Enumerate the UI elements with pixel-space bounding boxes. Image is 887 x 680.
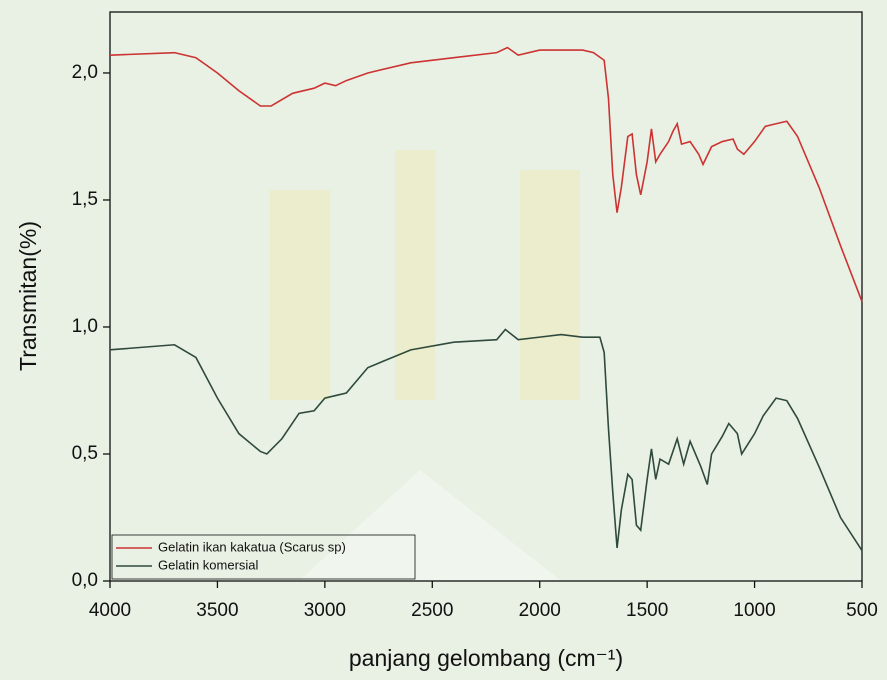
y-tick-label: 2,0: [72, 62, 98, 83]
series-line: [110, 48, 862, 302]
x-tick-label: 2500: [411, 600, 453, 621]
chart: panjang gelombang (cm⁻¹) Transmitan(%) 0…: [0, 0, 887, 680]
legend-label: Gelatin komersial: [158, 557, 259, 572]
x-tick-label: 500: [846, 600, 878, 621]
y-tick-label: 1,5: [72, 189, 98, 210]
plot-frame: [110, 12, 862, 581]
watermark: [270, 150, 580, 580]
series-line: [110, 330, 862, 551]
x-tick-label: 1000: [733, 600, 775, 621]
x-tick-label: 1500: [626, 600, 668, 621]
y-tick-label: 0,0: [72, 570, 98, 591]
x-tick-label: 3000: [304, 600, 346, 621]
x-tick-label: 3500: [196, 600, 238, 621]
y-tick-label: 0,5: [72, 443, 98, 464]
legend-label: Gelatin ikan kakatua (Scarus sp): [158, 539, 346, 554]
y-tick-label: 1,0: [72, 316, 98, 337]
y-axis-title: Transmitan(%): [15, 221, 41, 371]
x-tick-label: 2000: [519, 600, 561, 621]
x-axis-title: panjang gelombang (cm⁻¹): [349, 645, 623, 671]
x-tick-label: 4000: [89, 600, 131, 621]
